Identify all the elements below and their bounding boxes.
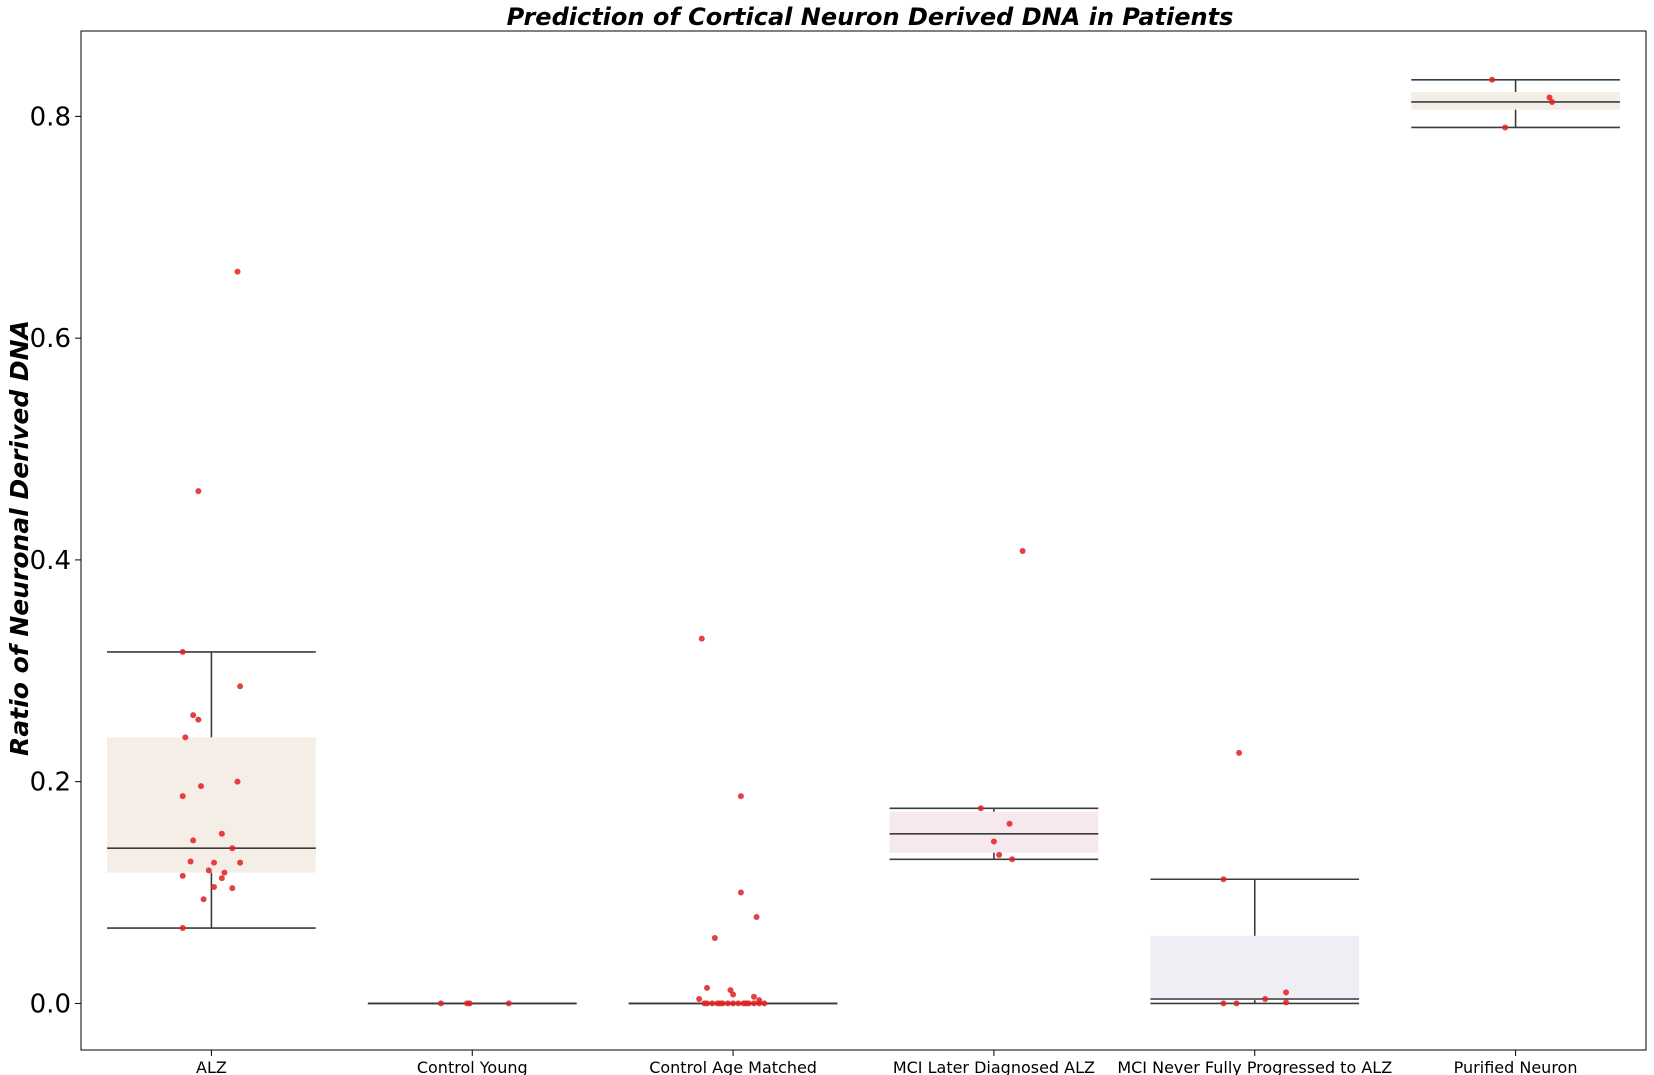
data-point <box>735 1000 742 1007</box>
data-point <box>190 712 197 719</box>
data-point <box>466 1000 473 1007</box>
data-point <box>229 845 236 852</box>
data-point <box>437 1000 444 1007</box>
data-point <box>221 869 228 876</box>
data-point <box>724 1000 731 1007</box>
data-point <box>182 734 189 741</box>
data-point <box>218 875 225 882</box>
plot-area <box>80 30 1647 1051</box>
y-tick-label: 0.4 <box>30 546 71 576</box>
data-point <box>195 488 202 495</box>
box-alz <box>107 651 316 929</box>
data-point <box>737 889 744 896</box>
data-point <box>197 783 204 790</box>
data-point <box>211 884 218 891</box>
box-mci-never-fully-progressed-to-alz <box>1150 878 1360 1005</box>
data-point <box>711 935 718 942</box>
y-axis-ticks: 0.0 0.2 0.4 0.6 0.8 <box>30 102 81 1019</box>
data-point <box>205 867 212 874</box>
data-point <box>179 872 186 879</box>
data-point <box>717 1000 724 1007</box>
data-point <box>211 859 218 866</box>
data-point <box>750 1000 757 1007</box>
data-point <box>218 830 225 837</box>
x-tick-label: MCI Later Diagnosed ALZ <box>893 1058 1095 1075</box>
data-point <box>179 648 186 655</box>
x-tick-label: MCI Never Fully Progressed to ALZ <box>1117 1058 1392 1075</box>
data-point <box>696 995 703 1002</box>
data-point <box>730 991 737 998</box>
data-point <box>229 885 236 892</box>
data-point <box>505 1000 512 1007</box>
data-point <box>977 805 984 812</box>
data-point <box>750 993 757 1000</box>
data-point <box>1019 548 1026 555</box>
x-tick-label: Purified Neuron <box>1454 1058 1578 1075</box>
data-point <box>1283 989 1290 996</box>
boxes-layer <box>107 78 1620 1005</box>
data-point <box>234 268 241 275</box>
data-point <box>1283 999 1290 1006</box>
data-point <box>1489 76 1496 83</box>
data-point <box>996 851 1003 858</box>
box-iqr <box>107 737 316 873</box>
data-point <box>701 1000 708 1007</box>
y-axis-label: Ratio of Neuronal Derived DNA <box>5 320 34 756</box>
data-point <box>737 793 744 800</box>
data-point <box>743 1000 750 1007</box>
x-tick-label: ALZ <box>196 1058 227 1075</box>
data-point <box>1549 98 1556 105</box>
box-iqr <box>1411 91 1620 110</box>
points-layer <box>179 76 1556 1007</box>
box-mci-later-diagnosed-alz <box>889 807 1099 861</box>
y-tick-label: 0.8 <box>30 102 71 132</box>
data-point <box>237 683 244 690</box>
data-point <box>1220 876 1227 883</box>
data-point <box>753 913 760 920</box>
data-point <box>1233 1000 1240 1007</box>
data-point <box>761 1000 768 1007</box>
box-iqr <box>889 811 1099 853</box>
data-point <box>179 925 186 932</box>
data-point <box>234 778 241 785</box>
data-point <box>1262 995 1269 1002</box>
y-tick-label: 0.0 <box>30 989 71 1019</box>
data-point <box>756 1000 763 1007</box>
data-point <box>190 837 197 844</box>
box-iqr <box>1150 935 1360 1001</box>
x-axis-ticks: ALZ Control Young Control Age Matched MCI L… <box>196 1050 1577 1075</box>
data-point <box>1220 1000 1227 1007</box>
data-point <box>1236 749 1243 756</box>
data-point <box>237 859 244 866</box>
data-point <box>704 984 710 991</box>
data-point <box>200 896 207 903</box>
x-tick-label: Control Age Matched <box>649 1058 817 1075</box>
data-point <box>187 858 194 865</box>
data-point <box>195 716 202 723</box>
y-tick-label: 0.2 <box>30 768 71 798</box>
data-point <box>179 793 186 800</box>
data-point <box>730 1000 737 1007</box>
data-point <box>1546 94 1553 101</box>
data-point <box>1006 820 1013 827</box>
data-point <box>727 987 734 994</box>
data-point <box>709 1000 716 1007</box>
y-tick-label: 0.6 <box>30 324 71 354</box>
data-point <box>698 635 705 642</box>
chart-title: Prediction of Cortical Neuron Derived DN… <box>507 3 1234 31</box>
data-point <box>1009 856 1016 863</box>
x-tick-label: Control Young <box>417 1058 528 1075</box>
data-point <box>990 838 997 845</box>
data-point <box>1502 124 1509 131</box>
box-purified-neuron <box>1411 78 1620 129</box>
